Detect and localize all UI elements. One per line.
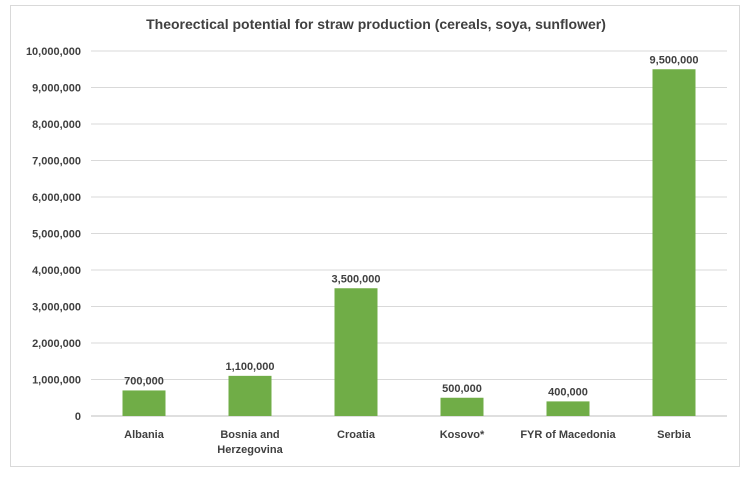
category-label: FYR of Macedonia [520, 429, 616, 441]
y-tick-label: 4,000,000 [32, 265, 81, 277]
y-tick-label: 9,000,000 [32, 83, 81, 95]
y-tick-label: 6,000,000 [32, 192, 81, 204]
category-label: Kosovo* [440, 429, 485, 441]
category-label-line: Herzegovina [217, 444, 283, 456]
category-label-line: Albania [124, 429, 165, 441]
y-tick-label: 5,000,000 [32, 229, 81, 241]
bar [334, 288, 378, 416]
category-label: Bosnia and Herzegovina [217, 429, 283, 456]
data-label: 3,500,000 [332, 273, 381, 285]
data-label: 500,000 [442, 383, 482, 395]
category-label: Croatia [337, 429, 376, 441]
category-label-line: Serbia [657, 429, 692, 441]
category-label-line: FYR of Macedonia [520, 429, 616, 441]
bar [440, 397, 484, 416]
bar [228, 375, 272, 416]
bar-chart: 0 1,000,000 2,000,000 3,000,000 4,000,000 5,0… [26, 46, 727, 456]
data-label: 400,000 [548, 386, 588, 398]
chart-frame: Theorectical potential for straw product… [10, 5, 740, 467]
y-tick-label: 7,000,000 [32, 156, 81, 168]
category-label-line: Bosnia and [220, 429, 279, 441]
y-tick-label: 2,000,000 [32, 338, 81, 350]
data-label: 9,500,000 [650, 54, 699, 66]
category-label: Serbia [657, 429, 692, 441]
y-tick-label: 1,000,000 [32, 375, 81, 387]
category-label: Albania [124, 429, 165, 441]
category-label-line: Kosovo* [440, 429, 485, 441]
y-tick-label: 8,000,000 [32, 119, 81, 131]
bar [122, 390, 166, 416]
data-label: 700,000 [124, 375, 164, 387]
bar [546, 401, 590, 416]
chart-title: Theorectical potential for straw product… [146, 16, 606, 32]
y-tick-label: 10,000,000 [26, 46, 81, 58]
y-tick-label: 3,000,000 [32, 302, 81, 314]
y-tick-label: 0 [75, 411, 81, 423]
data-label: 1,100,000 [226, 361, 275, 373]
category-label-line: Croatia [337, 429, 376, 441]
bar [652, 69, 696, 416]
